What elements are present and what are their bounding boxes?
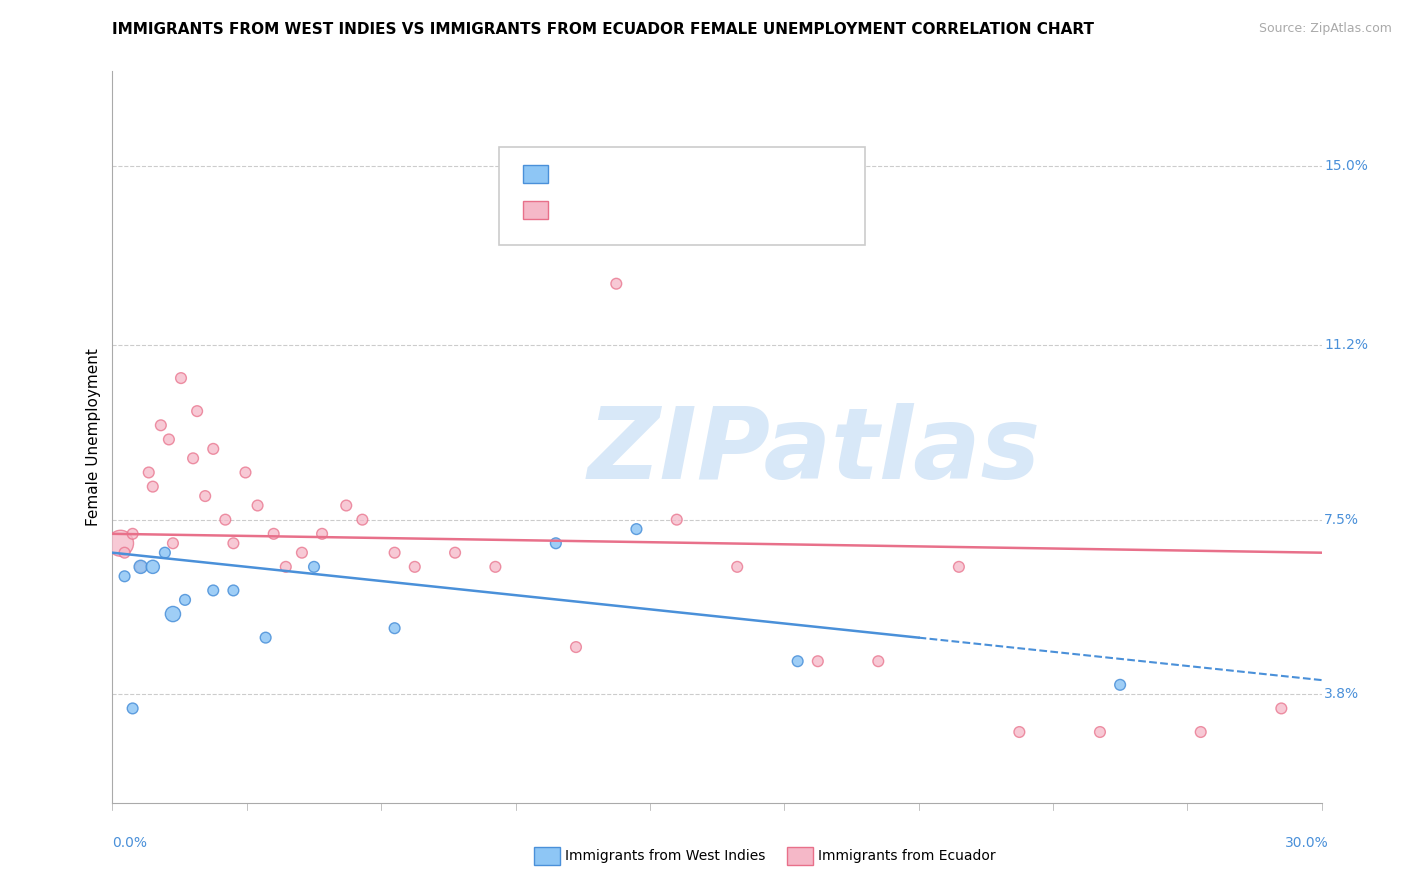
Point <box>626 522 648 536</box>
Text: R = -0.250: R = -0.250 <box>555 167 630 181</box>
Point <box>335 499 357 513</box>
Text: N = 16: N = 16 <box>710 167 758 181</box>
Point <box>142 480 165 494</box>
Point <box>162 607 184 621</box>
Point <box>149 418 172 433</box>
Text: 11.2%: 11.2% <box>1324 338 1368 352</box>
Text: 30.0%: 30.0% <box>1285 836 1329 850</box>
Point <box>138 466 160 480</box>
Text: 15.0%: 15.0% <box>1324 159 1368 173</box>
Point <box>605 277 627 291</box>
Text: Source: ZipAtlas.com: Source: ZipAtlas.com <box>1258 22 1392 36</box>
Point <box>444 546 467 560</box>
Point <box>274 559 297 574</box>
Point <box>202 583 225 598</box>
Point <box>311 526 333 541</box>
Point <box>352 513 374 527</box>
Point <box>1008 725 1031 739</box>
Point <box>786 654 808 668</box>
Point <box>246 499 269 513</box>
Point <box>214 513 236 527</box>
Text: 3.8%: 3.8% <box>1324 687 1360 701</box>
Point <box>544 536 567 550</box>
Point <box>291 546 314 560</box>
Point <box>263 526 285 541</box>
Point <box>174 593 197 607</box>
Point <box>254 631 277 645</box>
Point <box>302 559 325 574</box>
Point <box>186 404 208 418</box>
Point <box>235 466 257 480</box>
Point <box>404 559 426 574</box>
Point <box>121 526 143 541</box>
Text: IMMIGRANTS FROM WEST INDIES VS IMMIGRANTS FROM ECUADOR FEMALE UNEMPLOYMENT CORRE: IMMIGRANTS FROM WEST INDIES VS IMMIGRANT… <box>112 22 1094 37</box>
Point <box>1088 725 1111 739</box>
Point <box>384 546 406 560</box>
Point <box>807 654 830 668</box>
Point <box>129 559 152 574</box>
Point <box>384 621 406 635</box>
Point <box>725 559 748 574</box>
Text: R = -0.049: R = -0.049 <box>555 202 630 217</box>
Point <box>129 559 152 574</box>
Text: ZIPatlas: ZIPatlas <box>588 403 1040 500</box>
Point <box>665 513 688 527</box>
Text: N = 45: N = 45 <box>710 202 758 217</box>
Point <box>948 559 970 574</box>
Point <box>110 536 132 550</box>
Point <box>202 442 225 456</box>
Point <box>868 654 890 668</box>
Point <box>1270 701 1292 715</box>
Point <box>222 583 245 598</box>
Point <box>565 640 588 654</box>
Point <box>114 569 136 583</box>
Text: Immigrants from West Indies: Immigrants from West Indies <box>565 849 766 863</box>
Point <box>157 433 180 447</box>
Text: 7.5%: 7.5% <box>1324 513 1360 526</box>
Point <box>114 546 136 560</box>
Point <box>1109 678 1132 692</box>
Point <box>484 559 506 574</box>
Point <box>1189 725 1212 739</box>
Point <box>170 371 193 385</box>
Text: Immigrants from Ecuador: Immigrants from Ecuador <box>818 849 995 863</box>
Point <box>153 546 176 560</box>
Point <box>222 536 245 550</box>
Point <box>162 536 184 550</box>
Y-axis label: Female Unemployment: Female Unemployment <box>86 348 101 526</box>
Point <box>142 559 165 574</box>
Point <box>121 701 143 715</box>
Text: 0.0%: 0.0% <box>112 836 148 850</box>
Point <box>194 489 217 503</box>
Point <box>181 451 204 466</box>
